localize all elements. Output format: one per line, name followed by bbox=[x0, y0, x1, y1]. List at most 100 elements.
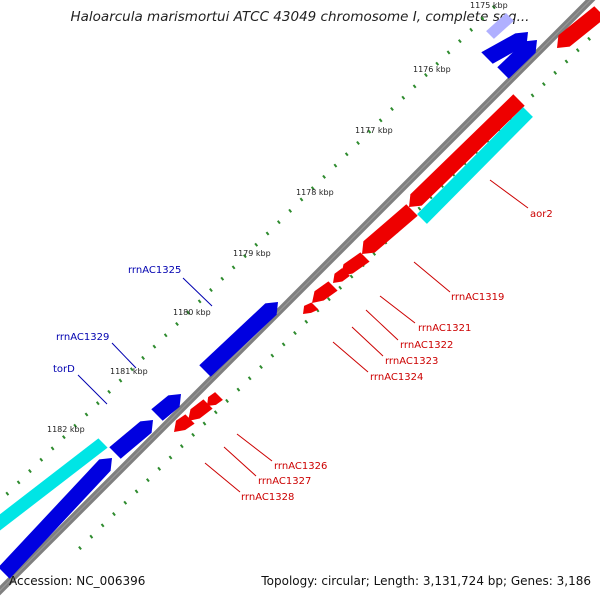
tick-dot bbox=[259, 364, 263, 369]
tick-dot bbox=[145, 478, 150, 483]
tick-dot bbox=[491, 5, 496, 10]
tick-dot bbox=[112, 512, 116, 517]
reverse-gene-label: rrnAC1324 bbox=[370, 372, 423, 383]
tick-dot bbox=[95, 401, 100, 406]
reverse-leader-line bbox=[204, 462, 241, 493]
tick-dot bbox=[412, 84, 417, 89]
gene-features bbox=[0, 6, 600, 579]
forward-gene-label: rrnAC1325 bbox=[128, 265, 181, 276]
tick-dot bbox=[276, 220, 281, 225]
tick-dot bbox=[28, 469, 32, 474]
tick-dot bbox=[378, 118, 383, 123]
reverse-leader-line bbox=[236, 433, 273, 462]
tick-label: 1181 kbp bbox=[110, 367, 148, 376]
tick-dot bbox=[530, 93, 535, 98]
tick-dot bbox=[231, 265, 236, 270]
forward-gene-arrow bbox=[199, 302, 278, 377]
tick-dot bbox=[281, 342, 286, 347]
tick-dot bbox=[553, 70, 558, 75]
tick-dot bbox=[107, 389, 112, 394]
tick-dot bbox=[304, 319, 309, 324]
tick-dot bbox=[141, 355, 145, 360]
tick-dot bbox=[310, 186, 315, 191]
tick-dot bbox=[424, 73, 428, 78]
tick-dot bbox=[299, 197, 304, 202]
tick-dot bbox=[417, 206, 422, 211]
tick-dot bbox=[254, 242, 259, 247]
tick-dot bbox=[163, 333, 168, 338]
tick-dot bbox=[446, 50, 451, 55]
cyan-feature-bar bbox=[0, 438, 108, 531]
tick-label: 1180 kbp bbox=[173, 308, 211, 317]
reverse-gene-arrow bbox=[362, 204, 418, 254]
reverse-leader-line bbox=[413, 261, 451, 293]
tick-dot bbox=[322, 174, 326, 179]
tick-dot bbox=[327, 297, 331, 302]
tick-dot bbox=[338, 285, 343, 290]
tick-dot bbox=[349, 274, 354, 279]
reverse-gene-arrow bbox=[312, 281, 338, 303]
tick-dot bbox=[157, 466, 162, 471]
tick-dot bbox=[344, 152, 349, 157]
forward-gene-arrow bbox=[497, 40, 537, 79]
tick-dot bbox=[372, 251, 377, 256]
reverse-leader-line bbox=[365, 309, 399, 341]
tick-dot bbox=[575, 48, 580, 53]
tick-dot bbox=[129, 367, 134, 372]
tick-dot bbox=[134, 489, 139, 494]
reverse-gene-label: rrnAC1321 bbox=[418, 323, 471, 334]
tick-dot bbox=[186, 310, 191, 315]
tick-dot bbox=[50, 446, 55, 451]
tick-dot bbox=[220, 276, 225, 281]
tick-dot bbox=[16, 480, 21, 485]
reverse-gene-arrow bbox=[303, 302, 319, 314]
reverse-leader-line bbox=[351, 326, 384, 357]
tick-dot bbox=[457, 39, 462, 44]
tick-dot bbox=[225, 398, 229, 403]
tick-dot bbox=[293, 331, 297, 336]
tick-dot bbox=[288, 208, 293, 213]
tick-dot bbox=[191, 432, 196, 437]
reverse-gene-label: rrnAC1328 bbox=[241, 492, 294, 503]
tick-dot bbox=[390, 107, 394, 112]
reverse-gene-arrow bbox=[557, 6, 600, 48]
tick-dot bbox=[179, 444, 184, 449]
map-title: Haloarcula marismortui ATCC 43049 chromo… bbox=[70, 9, 530, 25]
tick-dot bbox=[541, 82, 546, 87]
reverse-gene-label: rrnAC1327 bbox=[258, 476, 311, 487]
tick-label: 1176 kbp bbox=[413, 65, 451, 74]
forward-gene-faded bbox=[486, 13, 514, 39]
forward-gene-arrow bbox=[0, 458, 112, 579]
dot-row-upper bbox=[5, 5, 496, 496]
reverse-gene-label: rrnAC1326 bbox=[274, 461, 327, 472]
topology-summary: Topology: circular; Length: 3,131,724 bp… bbox=[261, 574, 591, 588]
tick-dot bbox=[236, 387, 241, 392]
reverse-gene-arrow bbox=[409, 94, 525, 207]
reverse-gene-label: rrnAC1322 bbox=[400, 340, 453, 351]
tick-dot bbox=[168, 455, 173, 460]
tick-dot bbox=[89, 534, 94, 539]
cyan-feature-bar bbox=[417, 107, 533, 224]
reverse-gene-arrow bbox=[207, 392, 223, 406]
reverse-leader-line bbox=[332, 341, 369, 373]
tick-dot bbox=[202, 421, 207, 426]
tick-dot bbox=[247, 376, 252, 381]
gene-labels: rrnAC1325 rrnAC1329 torD aor2 rrnAC1319 rrnAC… bbox=[53, 209, 553, 503]
tick-label: 1182 kbp bbox=[47, 425, 85, 434]
tick-dot bbox=[209, 288, 213, 293]
forward-leader-line bbox=[111, 342, 137, 369]
tick-dot bbox=[480, 16, 485, 21]
tick-dot bbox=[197, 299, 202, 304]
tick-dot bbox=[73, 423, 78, 428]
reverse-gene-label: aor2 bbox=[530, 209, 553, 220]
tick-dot bbox=[564, 59, 569, 64]
tick-dot bbox=[100, 523, 105, 528]
tick-label: 1179 kbp bbox=[233, 249, 271, 258]
accession-text: Accession: NC_006396 bbox=[9, 574, 146, 588]
tick-dot bbox=[265, 231, 270, 236]
tick-dot bbox=[5, 491, 10, 496]
